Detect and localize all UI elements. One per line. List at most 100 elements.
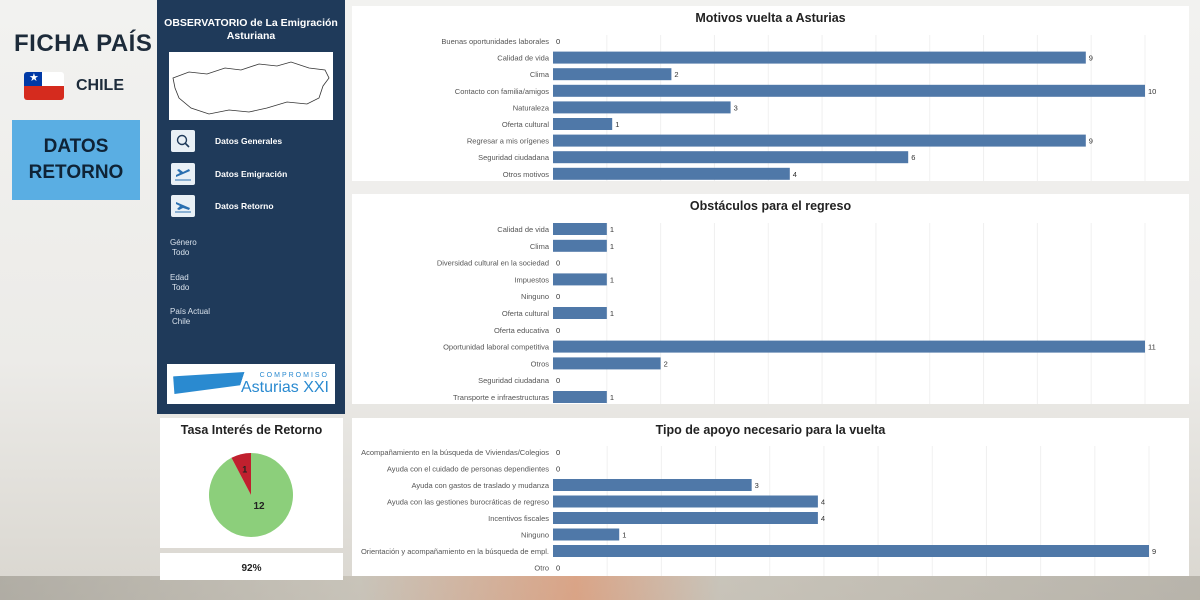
category-label: Ayuda con el cuidado de personas dependi…	[387, 465, 549, 474]
sidebar: OBSERVATORIO de La Emigración Asturiana …	[157, 0, 345, 414]
bar	[553, 273, 607, 286]
filter-value: Chile	[172, 317, 191, 326]
data-label: 0	[556, 376, 560, 385]
data-label: 1	[610, 275, 614, 284]
filter-value: Todo	[172, 283, 190, 292]
pie-label: 12	[253, 501, 265, 512]
bar	[553, 68, 672, 81]
bar	[553, 307, 607, 319]
data-label: 1	[610, 242, 614, 251]
pie-label: 1	[242, 465, 247, 475]
chart-obstaculos-panel: Calidad de vida 1 Clima 1 Diversidad cultura…	[352, 194, 1189, 404]
bar	[553, 357, 661, 370]
category-label: Orientación y acompañamiento en la búsqu…	[361, 547, 549, 556]
nav-datos-emigracion[interactable]: Datos Emigración	[171, 163, 287, 185]
bar	[553, 134, 1086, 147]
data-label: 1	[610, 309, 614, 318]
category-label: Acompañamiento en la búsqueda de Viviend…	[361, 448, 549, 457]
filter-genero[interactable]: Género Todo	[170, 238, 197, 258]
data-label: 3	[755, 481, 759, 490]
bar	[553, 528, 620, 541]
data-label: 0	[556, 448, 560, 457]
chart-title: Motivos vuelta a Asturias	[695, 11, 846, 25]
data-label: 4	[821, 498, 825, 507]
category-label: Ninguno	[521, 531, 549, 540]
data-label: 1	[610, 393, 614, 402]
background-road	[0, 576, 1200, 600]
category-label: Contacto con familia/amigos	[455, 87, 549, 96]
bar	[553, 101, 731, 114]
logo-top-text: COMPROMISO	[259, 371, 329, 379]
chart-title: Tipo de apoyo necesario para la vuelta	[655, 423, 886, 437]
bar	[553, 479, 752, 491]
data-label: 1	[622, 531, 626, 540]
bar	[553, 84, 1145, 97]
data-label: 2	[664, 359, 668, 368]
chart-apoyo: Acompañamiento en la búsqueda de Viviend…	[361, 446, 1156, 576]
bar	[553, 151, 909, 164]
chart-apoyo-panel: Acompañamiento en la búsqueda de Viviend…	[352, 418, 1189, 576]
category-label: Calidad de vida	[497, 54, 550, 63]
bar	[553, 340, 1145, 353]
category-label: Seguridad ciudadana	[478, 153, 550, 162]
chart-motivos: Buenas oportunidades laborales 0 Calidad d…	[441, 35, 1156, 181]
data-label: 0	[556, 564, 560, 573]
pie-slice-not-interested	[231, 453, 251, 495]
category-label: Otro	[534, 564, 549, 573]
bar	[553, 239, 607, 252]
country-name: CHILE	[76, 77, 124, 94]
pie-panel: Tasa Interés de Retorno 12 1	[160, 418, 343, 548]
filter-value: Todo	[172, 248, 190, 257]
data-label: 9	[1152, 547, 1156, 556]
category-label: Otros motivos	[503, 170, 550, 179]
category-label: Incentivos fiscales	[488, 514, 549, 523]
chile-flag-icon: ★	[24, 72, 64, 100]
bar	[553, 495, 818, 508]
filter-edad[interactable]: Edad Todo	[170, 273, 189, 293]
data-label: 4	[793, 170, 797, 179]
category-label: Oferta cultural	[502, 120, 549, 129]
category-label: Impuestos	[514, 275, 549, 284]
chart-motivos-panel: Buenas oportunidades laborales 0 Calidad d…	[352, 6, 1189, 181]
filter-label: Edad	[170, 273, 189, 282]
category-label: Ayuda con las gestiones burocráticas de …	[387, 498, 549, 507]
plane-takeoff-icon	[171, 163, 195, 185]
return-rate-percent: 92%	[160, 553, 343, 580]
nav-datos-generales[interactable]: Datos Generales	[171, 130, 282, 152]
data-label: 1	[615, 120, 619, 129]
bar	[553, 512, 818, 524]
nav-label: Datos Generales	[215, 136, 283, 146]
data-label: 0	[556, 259, 560, 268]
chart-title: Obstáculos para el regreso	[689, 199, 852, 213]
asturias-map-image	[169, 52, 333, 120]
data-label: 2	[674, 70, 678, 79]
bar	[553, 223, 607, 235]
category-label: Oportunidad laboral competitiva	[443, 343, 550, 352]
pie-title: Tasa Interés de Retorno	[180, 423, 323, 437]
data-label: 1	[610, 225, 614, 234]
page-title: FICHA PAÍS	[14, 30, 153, 57]
category-label: Oferta cultural	[502, 309, 549, 318]
category-label: Seguridad ciudadana	[478, 376, 550, 385]
filter-label: País Actual	[170, 307, 211, 316]
bar	[553, 391, 607, 403]
bar	[553, 167, 790, 180]
category-label: Buenas oportunidades laborales	[441, 37, 549, 46]
category-label: Clima	[530, 70, 550, 79]
chart-obstaculos: Calidad de vida 1 Clima 1 Diversidad cultura…	[437, 223, 1156, 404]
bar	[553, 118, 613, 130]
data-label: 9	[1089, 137, 1093, 146]
datos-retorno-button[interactable]: DATOS RETORNO	[12, 120, 140, 200]
nav-datos-retorno[interactable]: Datos Retorno	[171, 195, 274, 217]
category-label: Naturaleza	[513, 103, 550, 112]
category-label: Calidad de vida	[497, 225, 550, 234]
category-label: Transporte e infraestructuras	[453, 393, 549, 402]
data-label: 10	[1148, 87, 1156, 96]
category-label: Diversidad cultural en la sociedad	[437, 259, 549, 268]
data-label: 9	[1089, 54, 1093, 63]
observatory-title: OBSERVATORIO de La Emigración Asturiana	[164, 17, 338, 42]
plane-landing-icon	[171, 195, 195, 217]
filter-pais-actual[interactable]: País Actual Chile	[170, 307, 210, 327]
category-label: Ninguno	[521, 292, 549, 301]
data-label: 0	[556, 465, 560, 474]
